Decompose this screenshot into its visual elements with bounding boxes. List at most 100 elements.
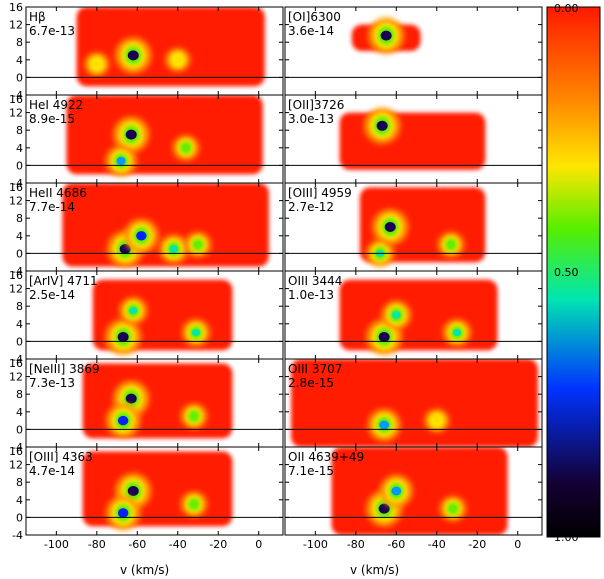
colorbar: 0.00 0.50 1.00 <box>546 2 601 544</box>
emission-region <box>339 112 486 170</box>
panel-line-label: OIII 3444 <box>288 274 342 288</box>
x-tick-label: -20 <box>209 538 227 551</box>
y-tick-label: 16 <box>9 1 23 14</box>
panel-content <box>26 279 283 355</box>
y-tick-label: 4 <box>16 494 23 507</box>
emission-region <box>82 451 233 527</box>
panel-line-label: [OIII] 4959 <box>288 186 352 200</box>
y-tick-label: 0 <box>16 511 23 524</box>
panel-flux-label: 1.0e-13 <box>288 288 334 302</box>
intensity-peak <box>453 329 462 337</box>
panel-content <box>285 107 542 170</box>
panel-frame <box>284 446 543 536</box>
y-tick-label: 0 <box>16 423 23 436</box>
y-tick-label: 12 <box>9 459 23 472</box>
x-tick-label: 0 <box>514 538 521 551</box>
y-tick-label: 8 <box>16 388 23 401</box>
panels-layer: -40481216Hβ6.7e-13[OI]63003.6e-14-404812… <box>9 1 543 551</box>
panel-line-label: [OII]3726 <box>288 98 344 112</box>
intensity-peak <box>190 413 198 420</box>
x-tick-label: -100 <box>44 538 69 551</box>
y-tick-label: 4 <box>16 142 23 155</box>
x-tick-label: 0 <box>255 538 262 551</box>
intensity-peak <box>380 30 392 41</box>
panel-flux-label: 7.1e-15 <box>288 464 334 478</box>
y-tick-label: 0 <box>16 159 23 172</box>
y-tick-label: 12 <box>9 195 23 208</box>
y-tick-label: 16 <box>9 93 23 106</box>
y-tick-label: -4 <box>12 265 23 278</box>
panel-content <box>285 279 542 355</box>
x-tick-label: -40 <box>169 538 187 551</box>
panel-line-label: [OIII] 4363 <box>29 450 93 464</box>
y-tick-label: 12 <box>9 19 23 32</box>
panel-line-label: OIII 3707 <box>288 362 342 376</box>
intensity-peak <box>449 505 457 512</box>
y-tick-label: 16 <box>9 181 23 194</box>
intensity-peak <box>93 61 101 68</box>
x-tick-label: -80 <box>88 538 106 551</box>
y-tick-label: 4 <box>16 230 23 243</box>
y-tick-label: 0 <box>16 71 23 84</box>
panel-flux-label: 2.7e-12 <box>288 200 334 214</box>
x-tick-label: -60 <box>387 538 405 551</box>
x-axis-label-right: v (km/s) <box>350 563 399 577</box>
emission-region <box>76 7 265 87</box>
panel-content <box>285 17 542 78</box>
y-tick-label: 8 <box>16 36 23 49</box>
intensity-peak <box>433 417 441 424</box>
panel-11: -100 -80 -60 -40 -20 0 OII 4639+497.1e-15 <box>284 446 543 551</box>
y-tick-label: 12 <box>9 283 23 296</box>
intensity-peak <box>119 244 131 254</box>
y-tick-label: 8 <box>16 300 23 313</box>
intensity-peak <box>136 231 147 241</box>
emission-region <box>339 279 498 351</box>
x-axis-label-left: v (km/s) <box>120 563 169 577</box>
panel-0: -4 0 4 8 12 16 Hβ6.7e-13 <box>9 1 284 102</box>
panel-line-label: [ArIV] 4711 <box>29 274 98 288</box>
y-tick-label: 8 <box>16 212 23 225</box>
panel-content <box>26 183 283 267</box>
panel-content <box>285 447 542 535</box>
y-tick-label: -4 <box>12 89 23 102</box>
intensity-peak <box>391 486 402 496</box>
panel-flux-label: 7.7e-14 <box>29 200 75 214</box>
colorbar-tick-label: 0.50 <box>554 266 579 279</box>
y-tick-label: -4 <box>12 353 23 366</box>
intensity-peak <box>190 501 198 508</box>
panel-flux-label: 8.9e-15 <box>29 112 75 126</box>
panel-content <box>26 7 283 87</box>
intensity-peak <box>447 241 455 248</box>
panel-line-label: Hβ <box>29 10 46 24</box>
intensity-peak <box>125 129 137 140</box>
intensity-peak <box>378 503 390 514</box>
panel-flux-label: 6.7e-13 <box>29 24 75 38</box>
panel-content <box>285 187 542 267</box>
intensity-peak <box>125 393 137 404</box>
panel-flux-label: 7.3e-13 <box>29 376 75 390</box>
y-tick-label: 16 <box>9 269 23 282</box>
intensity-peak <box>127 50 139 61</box>
x-tick-label: -100 <box>303 538 328 551</box>
intensity-peak <box>379 420 390 430</box>
y-tick-label: 4 <box>16 318 23 331</box>
panel-line-label: [OI]6300 <box>288 10 341 24</box>
panel-line-label: OII 4639+49 <box>288 450 364 464</box>
colorbar-gradient <box>546 6 601 538</box>
panel-flux-label: 2.5e-14 <box>29 288 75 302</box>
emission-region <box>291 359 538 447</box>
panel-line-label: HeI 4922 <box>29 98 83 112</box>
intensity-peak <box>376 120 388 131</box>
y-tick-label: -4 <box>12 441 23 454</box>
intensity-peak <box>117 508 129 518</box>
intensity-peak <box>169 245 179 253</box>
colorbar-tick-label: 1.00 <box>554 531 579 544</box>
panel-flux-label: 3.6e-14 <box>288 24 334 38</box>
panel-line-label: HeII 4686 <box>29 186 87 200</box>
